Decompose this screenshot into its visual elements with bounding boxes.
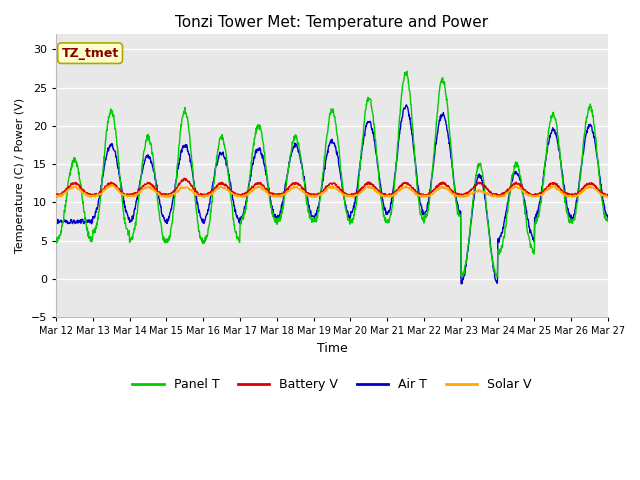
Title: Tonzi Tower Met: Temperature and Power: Tonzi Tower Met: Temperature and Power: [175, 15, 488, 30]
Legend: Panel T, Battery V, Air T, Solar V: Panel T, Battery V, Air T, Solar V: [127, 373, 536, 396]
X-axis label: Time: Time: [317, 342, 348, 355]
Text: TZ_tmet: TZ_tmet: [61, 47, 119, 60]
Y-axis label: Temperature (C) / Power (V): Temperature (C) / Power (V): [15, 98, 25, 253]
